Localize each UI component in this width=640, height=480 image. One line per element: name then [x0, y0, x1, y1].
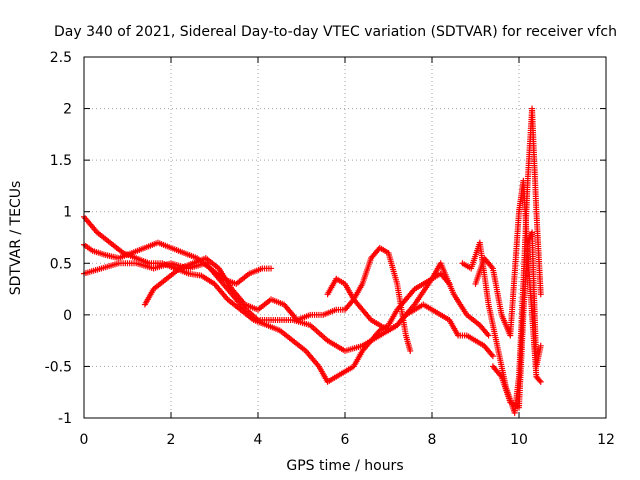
y-tick-label: 1	[63, 205, 72, 221]
y-tick-label: 0.5	[50, 256, 72, 272]
x-tick-label: 6	[341, 432, 350, 448]
x-tick-label: 12	[597, 432, 615, 448]
data-point	[537, 291, 544, 298]
x-tick-label: 8	[428, 432, 437, 448]
x-tick-label: 10	[510, 432, 528, 448]
data-point	[537, 378, 544, 385]
y-tick-label: -0.5	[45, 359, 72, 375]
x-tick-label: 0	[80, 432, 89, 448]
x-tick-label: 2	[167, 432, 176, 448]
series-track-5	[324, 275, 496, 360]
y-tick-label: 2	[63, 102, 72, 118]
x-axis-label: GPS time / hours	[286, 458, 403, 474]
y-tick-label: -1	[58, 411, 72, 427]
y-tick-label: 2.5	[50, 50, 72, 66]
chart-title: Day 340 of 2021, Sidereal Day-to-day VTE…	[54, 24, 617, 40]
data-point	[485, 332, 492, 339]
data-point	[537, 342, 544, 349]
data-points	[81, 105, 544, 416]
data-point	[268, 265, 275, 272]
series-track-4	[141, 244, 414, 354]
plot-frame	[83, 56, 607, 419]
series-track-8	[472, 177, 544, 385]
y-axis-label: SDTVAR / TECUs	[8, 181, 24, 296]
y-axis-ticks: -1 -0.5 0 0.5 1 1.5 2 2.5	[45, 50, 606, 427]
data-point	[407, 347, 414, 354]
data-point	[489, 353, 496, 360]
y-tick-label: 0	[63, 308, 72, 324]
data-point	[536, 377, 543, 384]
x-tick-label: 4	[254, 432, 263, 448]
y-tick-label: 1.5	[50, 153, 72, 169]
